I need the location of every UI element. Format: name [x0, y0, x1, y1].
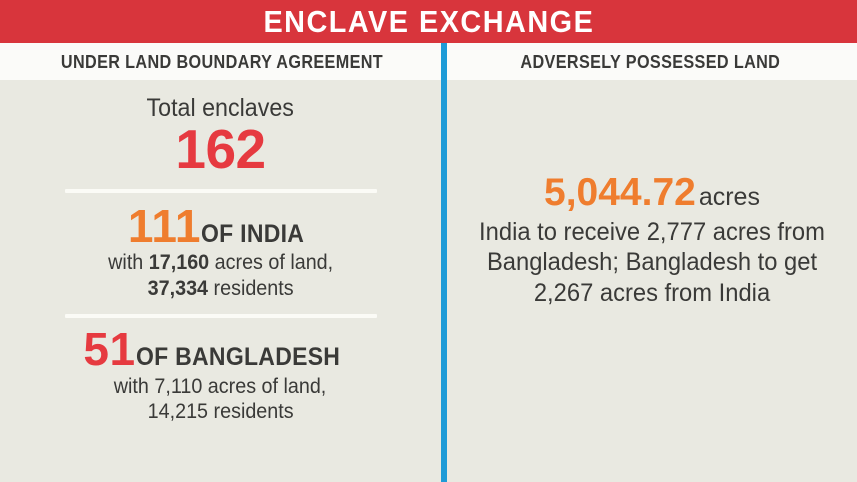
adversely-possessed-content: 5,044.72 acres India to receive 2,777 acr…: [452, 171, 852, 309]
acres-headline: 5,044.72 acres: [452, 171, 852, 214]
divider-rule-2: [64, 313, 377, 318]
subtitle-cell-right: ADVERSELY POSSESSED LAND: [443, 43, 857, 80]
stat-block-total-enclaves: Total enclaves 162: [0, 94, 441, 179]
header-bar: ENCLAVE EXCHANGE: [0, 0, 857, 43]
adversely-possessed-description: India to receive 2,777 acres from Bangla…: [452, 217, 852, 309]
india-detail-line1-suffix: acres of land,: [208, 251, 333, 275]
india-acres-value: 17,160: [148, 251, 209, 275]
india-country-label: OF INDIA: [201, 219, 305, 248]
india-detail-line2-suffix: residents: [207, 277, 294, 301]
subtitle-cell-left: UNDER LAND BOUNDARY AGREEMENT: [0, 43, 443, 80]
acres-unit-label: acres: [698, 183, 760, 211]
india-enclave-count: 111: [127, 199, 202, 252]
india-detail-line1: with 17,160 acres of land,: [108, 250, 333, 276]
description-line-1: India to receive 2,777 acres from: [479, 217, 825, 246]
description-line-2: Bangladesh; Bangladesh to get: [486, 248, 818, 277]
vertical-divider: [441, 43, 447, 482]
india-detail: with 17,160 acres of land, 37,334 reside…: [0, 250, 441, 301]
bangladesh-detail-line2: 14,215 residents: [147, 400, 294, 424]
india-headline: 111OF INDIA: [0, 199, 441, 252]
total-enclaves-label: Total enclaves: [146, 94, 295, 122]
bangladesh-enclave-count: 51: [83, 322, 136, 375]
description-line-3: 2,267 acres from India: [533, 278, 771, 307]
total-enclaves-value: 162: [175, 117, 266, 180]
subtitle-adversely-possessed-land: ADVERSELY POSSESSED LAND: [520, 51, 780, 72]
total-acres-value: 5,044.72: [544, 171, 696, 214]
india-detail-line1-prefix: with: [108, 251, 149, 275]
subtitle-under-land-boundary-agreement: UNDER LAND BOUNDARY AGREEMENT: [60, 51, 383, 72]
stat-block-india: 111OF INDIA with 17,160 acres of land, 3…: [0, 199, 441, 302]
divider-rule-1: [64, 188, 377, 193]
stat-block-bangladesh: 51OF BANGLADESH with 7,110 acres of land…: [0, 322, 441, 425]
panel-under-land-boundary-agreement: Total enclaves 162 111OF INDIA with 17,1…: [0, 80, 441, 482]
page-title: ENCLAVE EXCHANGE: [263, 4, 594, 39]
bangladesh-headline: 51OF BANGLADESH: [0, 322, 441, 375]
bangladesh-detail: with 7,110 acres of land, 14,215 residen…: [0, 374, 441, 425]
subtitle-strip: UNDER LAND BOUNDARY AGREEMENT ADVERSELY …: [0, 43, 857, 80]
panel-adversely-possessed-land: 5,044.72 acres India to receive 2,777 acr…: [447, 80, 857, 482]
bangladesh-detail-line1: with 7,110 acres of land,: [114, 374, 327, 398]
india-residents-value: 37,334: [147, 277, 208, 301]
bangladesh-country-label: OF BANGLADESH: [135, 342, 340, 371]
india-detail-line2: 37,334 residents: [148, 276, 294, 302]
